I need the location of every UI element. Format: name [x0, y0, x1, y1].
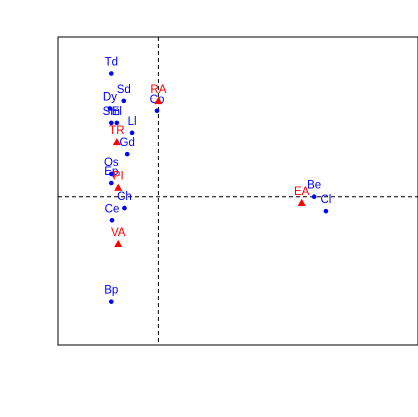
point-ep [109, 180, 114, 186]
label-bp: Bp [104, 285, 118, 297]
point-co [154, 108, 160, 114]
point-dy [107, 106, 113, 111]
point-cl [323, 208, 329, 214]
label-cl: Cl [320, 194, 331, 206]
label-td: Td [105, 57, 118, 69]
label-va: VA [111, 227, 126, 239]
label-ea: EA [294, 186, 310, 198]
label-sd: Sd [117, 84, 131, 96]
label-ep: Ep [104, 166, 118, 178]
label-os: Os [104, 157, 119, 169]
point-el [114, 120, 120, 126]
point-os [109, 171, 114, 177]
point-bp [109, 299, 114, 304]
point-triangle-va [114, 239, 123, 248]
label-ch: Ch [117, 191, 132, 203]
point-sd [121, 98, 127, 104]
point-td [109, 71, 114, 76]
point-be [311, 194, 317, 200]
point-triangle-pi [114, 183, 123, 191]
label-ll: Ll [128, 116, 137, 128]
point-triangle-ea [297, 198, 306, 206]
data-marks: TdSdDyCoSmElLlGdOsEpChCeBeClBpRATRPIVAEA [103, 57, 331, 304]
label-ce: Ce [105, 203, 120, 215]
label-tr: TR [109, 125, 124, 137]
label-sm: Sm [103, 106, 120, 118]
label-dy: Dy [103, 91, 117, 103]
plot-frame [57, 36, 418, 346]
point-triangle-tr [112, 137, 121, 146]
point-gd [124, 151, 130, 157]
point-triangle-ra [154, 96, 163, 105]
point-ch [122, 205, 127, 211]
label-pi: PI [113, 171, 124, 183]
label-be: Be [307, 180, 321, 192]
point-ce [109, 217, 115, 223]
point-sm [109, 120, 114, 126]
label-gd: Gd [120, 137, 135, 149]
point-ll [129, 130, 135, 136]
label-ra: RA [150, 84, 166, 96]
label-el: El [112, 106, 122, 118]
